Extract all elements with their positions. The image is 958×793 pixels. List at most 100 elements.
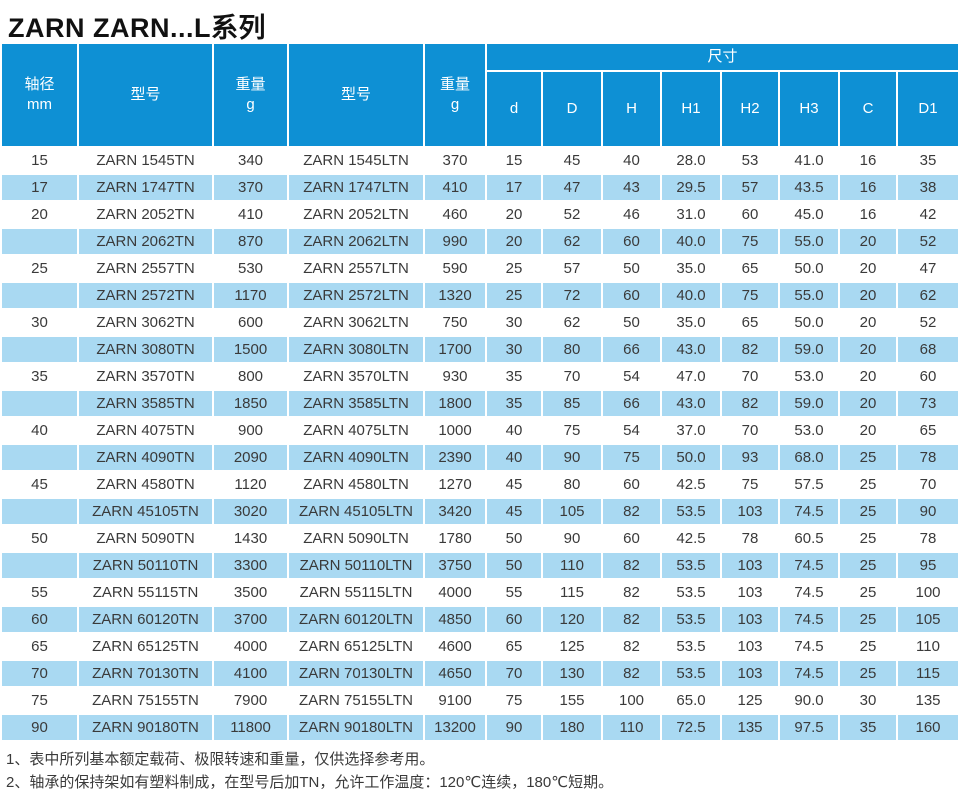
- cell-dim-h1: 53.5: [660, 632, 722, 661]
- cell-dim-h1: 53.5: [660, 497, 722, 526]
- cell-weight-ltn: 460: [423, 200, 487, 229]
- cell-dim-c: 16: [838, 200, 898, 229]
- cell-weight-ltn: 4650: [423, 659, 487, 688]
- cell-weight-tn: 4000: [212, 632, 289, 661]
- table-row: ZARN 50110TN 3300 ZARN 50110LTN 3750 50 110 82…: [0, 551, 958, 580]
- cell-dim-h3: 90.0: [778, 686, 840, 715]
- cell-dim-d-outer: 62: [541, 308, 603, 337]
- cell-weight-tn: 3020: [212, 497, 289, 526]
- header-dim-h3: H3: [778, 70, 840, 148]
- cell-dim-h1: 53.5: [660, 578, 722, 607]
- cell-dim-h2: 82: [720, 389, 780, 418]
- cell-model-tn: ZARN 2572TN: [77, 281, 214, 310]
- header-dim-h: H: [601, 70, 662, 148]
- cell-dim-d1: 38: [895, 173, 958, 202]
- cell-dim-h3: 74.5: [778, 497, 840, 526]
- cell-model-tn: ZARN 60120TN: [77, 605, 214, 634]
- cell-dim-h2: 103: [720, 605, 780, 634]
- header-dim-d: d: [485, 70, 543, 148]
- cell-dim-h2: 103: [720, 551, 780, 580]
- cell-dim-h3: 57.5: [778, 470, 840, 499]
- cell-dim-h3: 41.0: [778, 146, 840, 175]
- cell-weight-ltn: 4850: [423, 605, 487, 634]
- cell-dim-h1: 50.0: [660, 443, 722, 472]
- cell-shaft-diameter: 25: [0, 254, 79, 283]
- cell-dim-h3: 68.0: [778, 443, 840, 472]
- cell-shaft-diameter: [0, 443, 79, 472]
- cell-shaft-diameter: 20: [0, 200, 79, 229]
- header-group-row: 轴径 mm 型号 重量 g 型号 重量 g 尺寸: [0, 42, 958, 148]
- cell-weight-ltn: 9100: [423, 686, 487, 715]
- cell-dim-d1: 35: [895, 146, 958, 175]
- cell-weight-ltn: 3420: [423, 497, 487, 526]
- cell-dim-h2: 75: [720, 281, 780, 310]
- cell-dim-d: 55: [485, 578, 543, 607]
- cell-dim-c: 25: [838, 497, 898, 526]
- cell-shaft-diameter: 17: [0, 173, 79, 202]
- header-weight-tn: 重量 g: [212, 42, 289, 148]
- cell-dim-d1: 135: [895, 686, 958, 715]
- cell-model-tn: ZARN 4075TN: [77, 416, 214, 445]
- cell-weight-tn: 11800: [212, 713, 289, 742]
- cell-dim-h: 54: [601, 362, 662, 391]
- cell-model-ltn: ZARN 2557LTN: [287, 254, 425, 283]
- cell-weight-tn: 1430: [212, 524, 289, 553]
- cell-dim-h: 60: [601, 227, 662, 256]
- cell-model-tn: ZARN 3080TN: [77, 335, 214, 364]
- header-shaft-diameter: 轴径 mm: [0, 42, 79, 148]
- cell-dim-h: 100: [601, 686, 662, 715]
- cell-dim-h: 75: [601, 443, 662, 472]
- table-row: 45 ZARN 4580TN 1120 ZARN 4580LTN 1270 45 80 60 4…: [0, 470, 958, 499]
- cell-model-tn: ZARN 1545TN: [77, 146, 214, 175]
- cell-weight-tn: 1850: [212, 389, 289, 418]
- cell-dim-d-outer: 130: [541, 659, 603, 688]
- cell-model-ltn: ZARN 45105LTN: [287, 497, 425, 526]
- cell-dim-d1: 110: [895, 632, 958, 661]
- cell-shaft-diameter: 40: [0, 416, 79, 445]
- cell-dim-d-outer: 72: [541, 281, 603, 310]
- cell-dim-h2: 65: [720, 254, 780, 283]
- cell-dim-d1: 78: [895, 524, 958, 553]
- cell-model-ltn: ZARN 3585LTN: [287, 389, 425, 418]
- table-row: ZARN 3585TN 1850 ZARN 3585LTN 1800 35 85 66 43.…: [0, 389, 958, 418]
- cell-weight-ltn: 590: [423, 254, 487, 283]
- table-row: 17 ZARN 1747TN 370 ZARN 1747LTN 410 17 47 43 29.…: [0, 173, 958, 202]
- bearing-spec-table: 轴径 mm 型号 重量 g 型号 重量 g 尺寸 d D H H1 H2 H3 …: [0, 42, 958, 742]
- cell-model-tn: ZARN 90180TN: [77, 713, 214, 742]
- header-weight-tn-unit: g: [246, 96, 255, 113]
- cell-dim-d1: 100: [895, 578, 958, 607]
- cell-dim-h: 60: [601, 524, 662, 553]
- cell-dim-d-outer: 110: [541, 551, 603, 580]
- cell-dim-d: 35: [485, 389, 543, 418]
- cell-weight-tn: 870: [212, 227, 289, 256]
- cell-dim-h: 110: [601, 713, 662, 742]
- cell-dim-d: 30: [485, 335, 543, 364]
- cell-shaft-diameter: 60: [0, 605, 79, 634]
- cell-dim-h1: 53.5: [660, 659, 722, 688]
- cell-dim-d-outer: 80: [541, 470, 603, 499]
- cell-dim-h1: 53.5: [660, 605, 722, 634]
- cell-dim-d-outer: 125: [541, 632, 603, 661]
- cell-model-ltn: ZARN 3062LTN: [287, 308, 425, 337]
- cell-dim-h2: 103: [720, 497, 780, 526]
- cell-weight-tn: 1170: [212, 281, 289, 310]
- cell-weight-tn: 370: [212, 173, 289, 202]
- cell-weight-ltn: 4600: [423, 632, 487, 661]
- cell-dim-h1: 35.0: [660, 308, 722, 337]
- header-shaft-unit: mm: [27, 96, 52, 113]
- cell-dim-h: 50: [601, 254, 662, 283]
- cell-dim-c: 25: [838, 443, 898, 472]
- cell-dim-d: 45: [485, 470, 543, 499]
- table-row: ZARN 4090TN 2090 ZARN 4090LTN 2390 40 90 75 50.…: [0, 443, 958, 472]
- cell-dim-h2: 78: [720, 524, 780, 553]
- cell-dim-d1: 105: [895, 605, 958, 634]
- cell-dim-d-outer: 75: [541, 416, 603, 445]
- cell-dim-c: 20: [838, 335, 898, 364]
- cell-dim-d: 90: [485, 713, 543, 742]
- cell-model-tn: ZARN 45105TN: [77, 497, 214, 526]
- cell-dim-d: 30: [485, 308, 543, 337]
- cell-weight-ltn: 1320: [423, 281, 487, 310]
- cell-dim-h: 46: [601, 200, 662, 229]
- cell-dim-c: 35: [838, 713, 898, 742]
- table-row: ZARN 2062TN 870 ZARN 2062LTN 990 20 62 60 40.0 7…: [0, 227, 958, 256]
